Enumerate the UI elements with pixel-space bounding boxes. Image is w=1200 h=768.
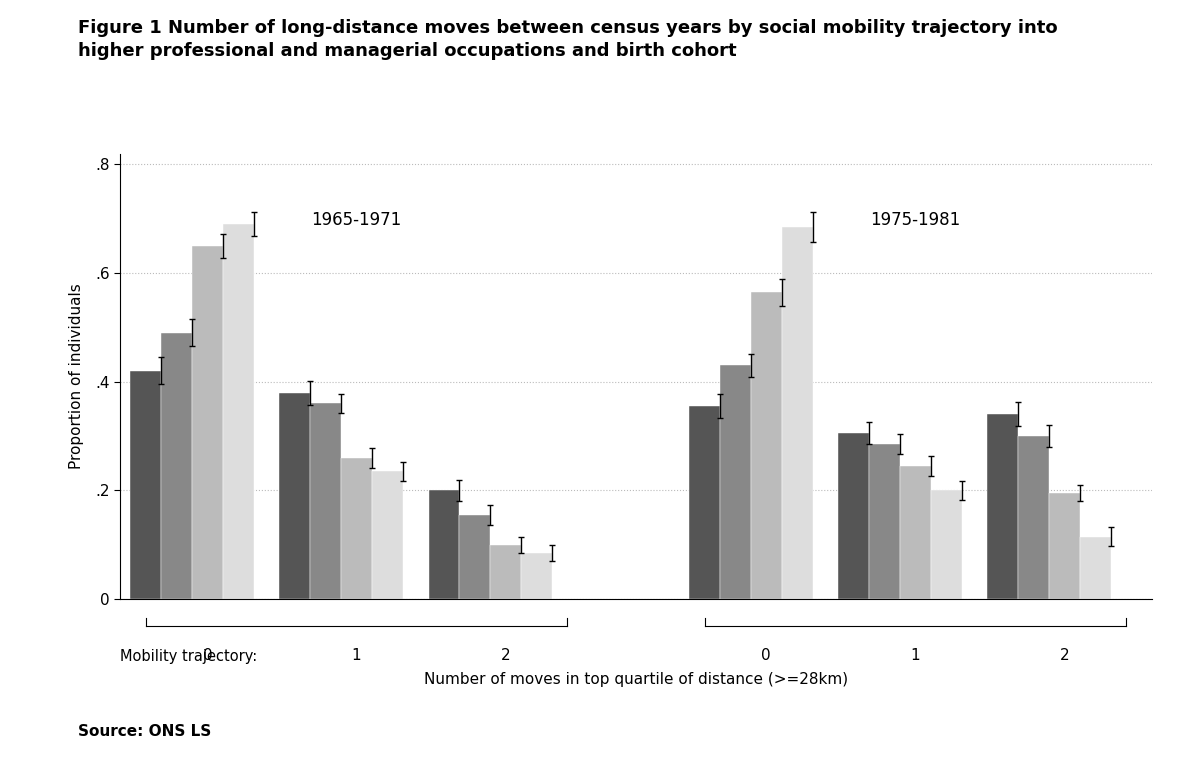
- Y-axis label: Proportion of individuals: Proportion of individuals: [68, 283, 84, 469]
- Bar: [839, 433, 869, 599]
- Bar: [988, 415, 1019, 599]
- Bar: [131, 371, 161, 599]
- Text: 1: 1: [352, 648, 361, 663]
- Bar: [751, 292, 781, 599]
- Bar: [900, 466, 931, 599]
- Bar: [1080, 537, 1111, 599]
- Bar: [161, 333, 192, 599]
- Text: 1975-1981: 1975-1981: [870, 211, 960, 230]
- Bar: [223, 224, 253, 599]
- Text: Number of moves in top quartile of distance (>=28km): Number of moves in top quartile of dista…: [424, 672, 848, 687]
- Bar: [372, 472, 403, 599]
- Bar: [280, 392, 311, 599]
- Text: 1: 1: [911, 648, 920, 663]
- Bar: [460, 515, 491, 599]
- Bar: [1019, 436, 1049, 599]
- Bar: [1049, 493, 1080, 599]
- Text: 2: 2: [500, 648, 510, 663]
- Bar: [720, 366, 751, 599]
- Bar: [341, 458, 372, 599]
- Bar: [869, 444, 900, 599]
- Bar: [781, 227, 812, 599]
- Bar: [521, 553, 552, 599]
- Text: Figure 1 Number of long-distance moves between census years by social mobility t: Figure 1 Number of long-distance moves b…: [78, 19, 1057, 37]
- Text: 0: 0: [203, 648, 212, 663]
- Bar: [311, 403, 341, 599]
- Bar: [491, 545, 521, 599]
- Bar: [689, 406, 720, 599]
- Bar: [931, 491, 961, 599]
- Text: 0: 0: [762, 648, 772, 663]
- Text: Mobility trajectory:: Mobility trajectory:: [120, 649, 257, 664]
- Bar: [428, 491, 460, 599]
- Text: 1965-1971: 1965-1971: [312, 211, 402, 230]
- Bar: [192, 246, 223, 599]
- Text: Source: ONS LS: Source: ONS LS: [78, 723, 211, 739]
- Text: 2: 2: [1060, 648, 1069, 663]
- Text: higher professional and managerial occupations and birth cohort: higher professional and managerial occup…: [78, 42, 737, 60]
